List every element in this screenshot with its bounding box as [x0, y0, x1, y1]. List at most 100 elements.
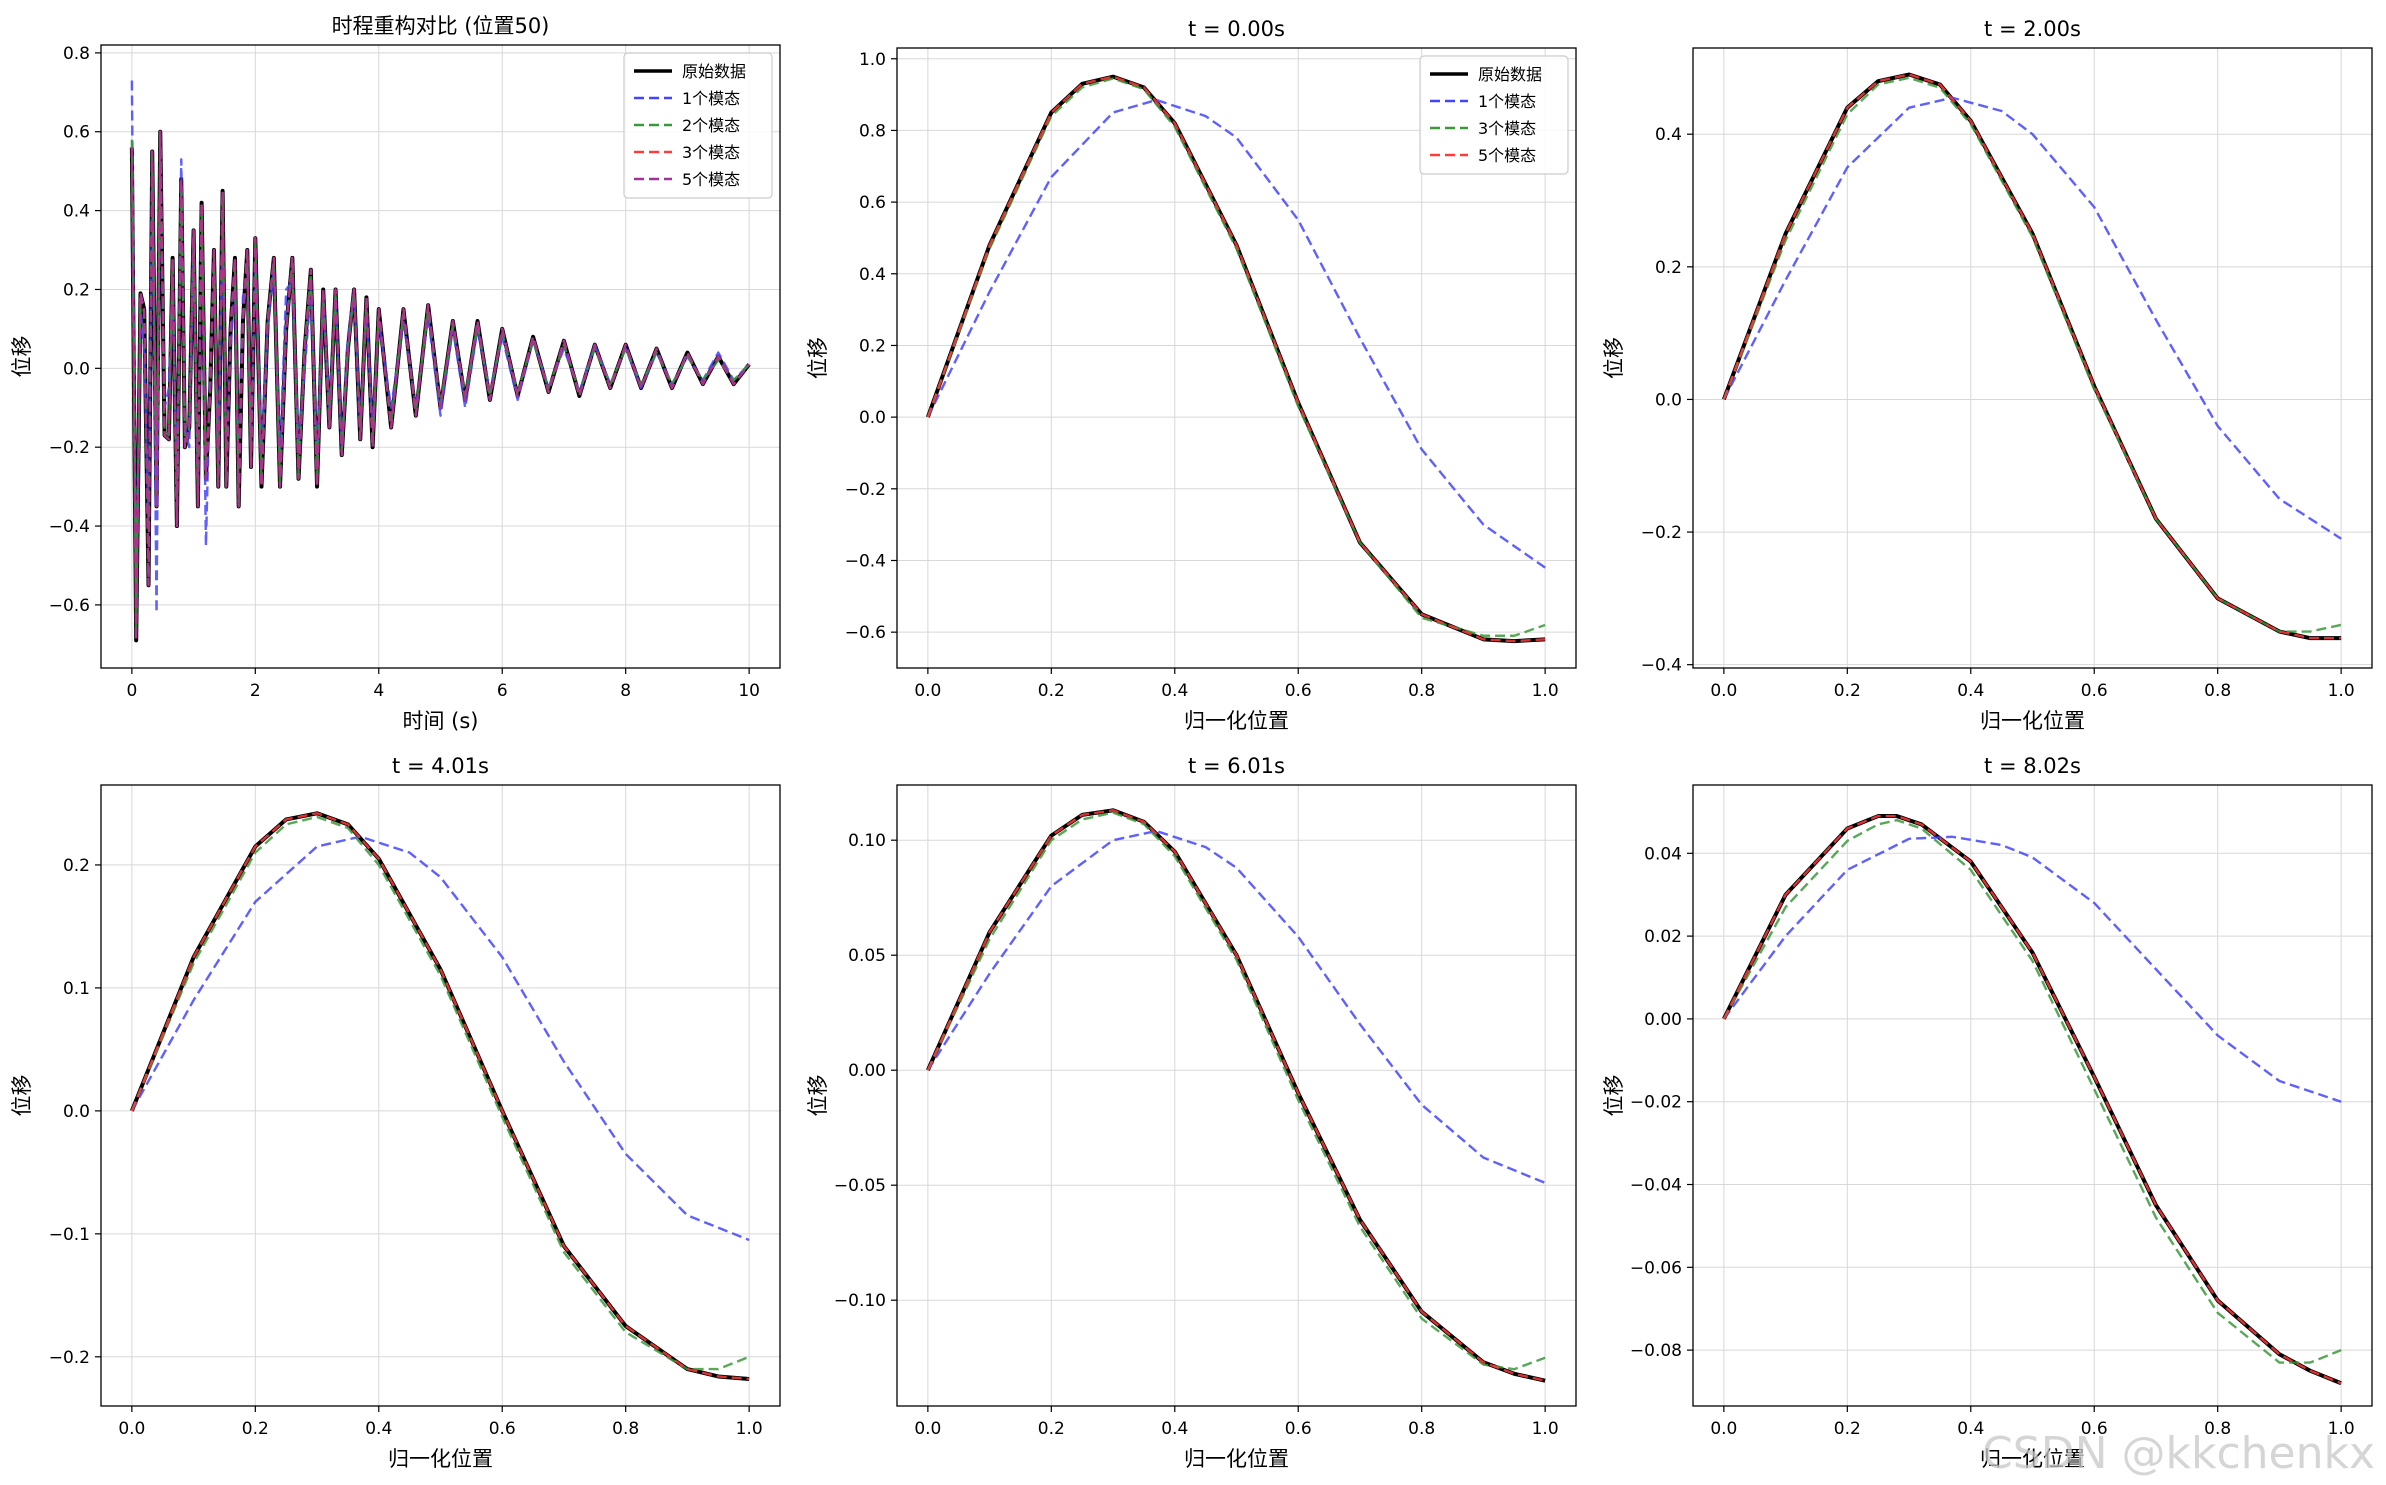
chart-title: t = 8.02s: [1984, 754, 2081, 778]
legend-label: 3个模态: [1478, 119, 1536, 138]
x-tick-label: 0.0: [914, 681, 941, 701]
y-tick-label: 0.8: [63, 44, 90, 64]
legend-label: 2个模态: [682, 116, 740, 135]
legend-label: 原始数据: [1478, 65, 1542, 84]
x-tick-label: 0.8: [612, 1419, 639, 1439]
y-tick-label: −0.4: [49, 517, 90, 537]
x-tick-label: 10: [738, 681, 760, 701]
y-tick-label: 0.6: [63, 123, 90, 143]
x-tick-label: 2: [250, 681, 261, 701]
series-line-3: [926, 811, 1546, 1371]
x-tick-label: 0.0: [914, 1419, 941, 1439]
y-tick-label: 0.0: [859, 408, 886, 428]
chart-panel-5: 0.0 0.2 0.4 0.6 0.8 1.0 −0.10 −0.05 0.00 0.05 0.10…: [806, 754, 1577, 1471]
y-tick-label: 0.0: [63, 359, 90, 379]
watermark: CSDN @kkchenkx: [1982, 1428, 2375, 1479]
y-tick-label: −0.2: [49, 1348, 90, 1368]
x-axis-label: 归一化位置: [1184, 709, 1289, 733]
x-tick-label: 0.0: [1710, 681, 1737, 701]
y-tick-label: 0.05: [848, 946, 886, 966]
chart-panel-2: 0.0 0.2 0.4 0.6 0.8 1.0 −0.6 −0.4 −0.2 0.0 0.2 0.4 0…: [806, 17, 1577, 733]
x-axis-label: 归一化位置: [1980, 1447, 2085, 1471]
series-line-1: [1722, 814, 2342, 1386]
series-group: [129, 80, 751, 643]
series-line-2: [926, 98, 1546, 569]
x-axis-label: 归一化位置: [1980, 709, 2085, 733]
y-tick-label: 0.2: [859, 336, 886, 356]
axes-frame: [1692, 784, 2373, 1407]
series-line-3: [130, 815, 750, 1371]
x-axis-label: 归一化位置: [1184, 1447, 1289, 1471]
y-tick-label: −0.4: [1641, 656, 1682, 676]
x-tick-label: 1.0: [1532, 1419, 1559, 1439]
series-line-4: [926, 809, 1546, 1382]
series-line-3: [1722, 76, 2342, 633]
x-tick-label: 0.8: [1408, 681, 1435, 701]
series-line-2: [130, 835, 750, 1242]
series-line-1: [926, 808, 1546, 1383]
y-tick-label: 0.10: [848, 831, 886, 851]
series-line-3: [1722, 818, 2342, 1364]
y-axis-label: 位移: [806, 337, 830, 379]
y-tick-label: −0.6: [845, 623, 886, 643]
y-tick-label: 0.1: [63, 979, 90, 999]
series-group: [130, 811, 750, 1381]
x-tick-label: 0.6: [2081, 1419, 2108, 1439]
legend-label: 3个模态: [682, 143, 740, 162]
y-axis-label: 位移: [1602, 1075, 1626, 1117]
x-axis-label: 归一化位置: [388, 1447, 493, 1471]
y-tick-label: −0.05: [834, 1176, 886, 1196]
x-tick-label: 0.2: [1038, 1419, 1065, 1439]
series-line-2: [1722, 835, 2342, 1103]
chart-title: 时程重构对比 (位置50): [332, 14, 550, 38]
x-tick-label: 0.2: [1834, 681, 1861, 701]
chart-title: t = 2.00s: [1984, 17, 2081, 41]
legend: 原始数据 1个模态 3个模态 5个模态: [1419, 55, 1569, 175]
legend: 原始数据 1个模态 2个模态 3个模态 5个模态: [623, 52, 773, 199]
chart-panel-3: 0.0 0.2 0.4 0.6 0.8 1.0 −0.4 −0.2 0.0 0.2 0.4 t = 2…: [1602, 17, 2373, 733]
x-tick-label: 4: [373, 681, 384, 701]
x-tick-label: 0.4: [365, 1419, 392, 1439]
series-line-3: [926, 77, 1546, 637]
series-line-4: [130, 812, 750, 1381]
series-line-1: [1721, 72, 2342, 641]
y-tick-label: −0.4: [845, 551, 886, 571]
x-tick-label: 0.8: [1408, 1419, 1435, 1439]
y-tick-label: −0.10: [834, 1291, 886, 1311]
y-tick-label: 0.00: [848, 1061, 886, 1081]
chart-title: t = 6.01s: [1188, 754, 1285, 778]
x-tick-label: 8: [620, 681, 631, 701]
axes-frame: [100, 784, 781, 1407]
axes-frame: [896, 47, 1577, 669]
y-tick-label: 0.4: [859, 265, 886, 285]
y-tick-label: 1.0: [859, 50, 886, 70]
y-tick-label: −0.04: [1630, 1176, 1682, 1196]
chart-panel-4: 0.0 0.2 0.4 0.6 0.8 1.0 −0.2 −0.1 0.0 0.1 0.2 t = 4…: [10, 754, 781, 1471]
series-group: [925, 74, 1546, 644]
series-line-1: [130, 811, 750, 1381]
y-tick-label: −0.2: [1641, 523, 1682, 543]
axes-frame: [1692, 47, 2373, 669]
x-tick-label: 0.0: [1710, 1419, 1737, 1439]
axes-frame: [896, 784, 1577, 1407]
chart-title: t = 0.00s: [1188, 17, 1285, 41]
x-tick-label: 0.8: [2204, 1419, 2231, 1439]
series-group: [1722, 814, 2342, 1386]
y-tick-label: 0.0: [1655, 390, 1682, 410]
y-axis-label: 位移: [806, 1075, 830, 1117]
legend-box: [623, 52, 773, 199]
series-line-5: [130, 130, 751, 642]
series-line-4: [1722, 814, 2342, 1385]
x-axis-label: 时间 (s): [402, 709, 478, 733]
x-tick-label: 0.4: [1161, 1419, 1188, 1439]
y-tick-label: 0.8: [859, 121, 886, 141]
chart-panel-6: 0.0 0.2 0.4 0.6 0.8 1.0 −0.08 −0.06 −0.04 −0.02 0.…: [1602, 754, 2373, 1471]
x-tick-label: 0.2: [1038, 681, 1065, 701]
x-tick-label: 0.8: [2204, 681, 2231, 701]
legend-label: 5个模态: [682, 170, 740, 189]
legend-label: 1个模态: [1478, 92, 1536, 111]
y-tick-label: −0.6: [49, 596, 90, 616]
y-tick-label: 0.4: [1655, 125, 1682, 145]
chart-panel-1: 0 2 4 6 8 10 −0.6 −0.4 −0.2 0.0 0.2 0.4 0.6 0.8 时程重构对比…: [10, 14, 781, 733]
